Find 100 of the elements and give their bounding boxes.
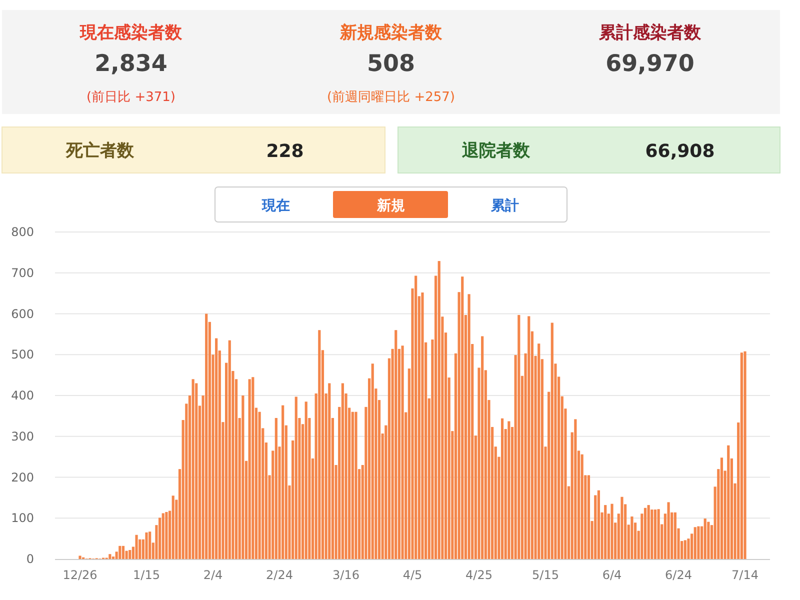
text: 69,970	[606, 51, 694, 77]
bar	[744, 351, 746, 559]
text: 現在感染者数	[79, 23, 183, 43]
bar	[215, 338, 218, 559]
text: (前日比 +371)	[86, 90, 176, 105]
text: 退院者数	[461, 141, 531, 161]
y-tick-label: 300	[11, 429, 34, 444]
bar	[707, 522, 710, 559]
bar	[252, 377, 254, 559]
bar	[647, 505, 650, 559]
bar	[248, 379, 251, 559]
bar	[318, 330, 321, 559]
bar	[620, 496, 624, 559]
bar	[550, 322, 554, 559]
bar	[108, 554, 112, 559]
x-tick-label: 7/14	[732, 568, 758, 582]
bar	[438, 261, 440, 559]
y-tick-label: 500	[11, 348, 34, 362]
text: 累計感染者数	[598, 23, 702, 43]
bar	[518, 314, 520, 559]
bar	[242, 396, 244, 559]
bar	[78, 556, 82, 559]
bar	[128, 550, 132, 559]
y-tick-label: 600	[11, 306, 34, 321]
bar	[282, 405, 284, 559]
bar	[162, 513, 164, 559]
bar	[228, 340, 231, 559]
bar	[674, 512, 676, 559]
bar	[294, 396, 298, 559]
bar	[122, 546, 125, 559]
bar	[644, 508, 647, 559]
x-tick-label: 4/5	[402, 568, 422, 582]
bar	[684, 540, 686, 559]
bar	[468, 294, 470, 559]
bar	[421, 292, 424, 559]
bar	[145, 532, 148, 559]
bar	[508, 421, 510, 559]
x-tick-label: 5/15	[532, 568, 559, 582]
bar	[654, 510, 657, 559]
bar	[657, 509, 660, 559]
text: 新規	[376, 197, 405, 214]
y-tick-label: 100	[11, 511, 34, 526]
bar	[351, 412, 354, 559]
bar	[354, 412, 358, 559]
bar	[528, 316, 530, 559]
text: 新規感染者数	[339, 23, 443, 43]
y-tick-label: 0	[26, 552, 34, 566]
bar	[118, 546, 122, 559]
bar	[740, 352, 743, 559]
text: 2,834	[94, 51, 168, 77]
bar	[574, 419, 577, 559]
bar	[720, 458, 724, 559]
bar	[704, 518, 706, 559]
bar	[401, 346, 404, 559]
bar	[604, 505, 607, 559]
bar	[394, 330, 398, 559]
text: 死亡者数	[65, 141, 135, 161]
bar	[630, 516, 634, 559]
text: 228	[266, 141, 304, 162]
text: 現在	[261, 198, 290, 214]
bar	[341, 383, 344, 559]
y-tick-label: 400	[11, 388, 34, 402]
bar	[500, 418, 504, 559]
bar	[165, 512, 168, 559]
bar	[461, 276, 464, 559]
bar	[135, 534, 138, 559]
bar	[597, 490, 600, 559]
text: 累計	[490, 198, 519, 214]
bar	[258, 412, 261, 559]
bar	[694, 527, 696, 559]
x-tick-label: 12/26	[62, 568, 98, 582]
text: 508	[366, 51, 416, 77]
x-tick-label: 6/24	[665, 568, 692, 582]
bar	[148, 532, 152, 559]
bar	[538, 344, 540, 559]
x-tick-label: 6/4	[602, 568, 622, 582]
x-tick-label: 4/25	[466, 568, 492, 582]
bar	[697, 526, 700, 559]
y-tick-label: 200	[11, 470, 34, 484]
bar	[610, 504, 614, 559]
bar	[304, 402, 308, 559]
x-tick-label: 2/4	[203, 568, 223, 582]
x-tick-label: 3/16	[332, 568, 360, 582]
bar	[205, 314, 208, 559]
bar	[138, 539, 142, 559]
x-tick-label: 2/24	[266, 568, 293, 582]
bar	[195, 383, 198, 559]
bar	[580, 454, 584, 559]
bar	[172, 496, 174, 559]
bar	[587, 475, 590, 559]
bar	[328, 383, 331, 559]
y-tick-label: 700	[11, 266, 34, 280]
bar	[192, 379, 194, 559]
text: 66,908	[645, 141, 715, 162]
bar	[667, 502, 670, 559]
y-tick-label: 800	[11, 225, 34, 239]
bar	[274, 418, 278, 559]
x-tick-label: 1/15	[133, 568, 160, 582]
bar	[414, 276, 418, 559]
bar	[481, 336, 484, 559]
